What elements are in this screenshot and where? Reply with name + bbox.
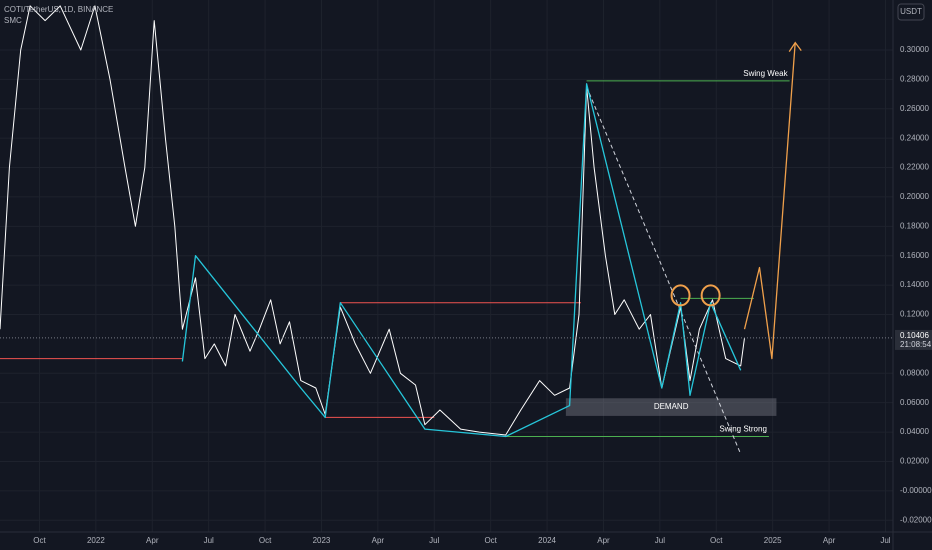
y-tick-label: 0.16000 [900,251,929,260]
y-tick-label: 0.18000 [900,221,929,230]
projection-line [743,42,796,360]
trend-line [586,86,742,455]
countdown: 21:08:54 [900,340,932,349]
chart-title: COTI/TetherUS, 1D, BINANCE [4,5,113,14]
y-tick-label: 0.14000 [900,280,929,289]
x-tick-label: Oct [259,536,272,545]
zone-label: DEMAND [654,402,689,411]
x-tick-label: 2023 [313,536,331,545]
y-tick-label: 0.20000 [900,192,929,201]
y-tick-label: 0.22000 [900,163,929,172]
indicator-name: SMC [4,16,22,25]
y-tick-label: 0.08000 [900,368,929,377]
x-tick-label: 2024 [538,536,556,545]
demand-zone [565,398,777,416]
y-tick-label: 0.30000 [900,45,929,54]
x-tick-label: Oct [710,536,723,545]
y-tick-label: 0.24000 [900,133,929,142]
x-tick-label: 2022 [87,536,105,545]
y-tick-label: 0.12000 [900,310,929,319]
level-label: Swing Strong [719,425,767,434]
x-tick-label: Oct [33,536,46,545]
y-tick-label: 0.26000 [900,104,929,113]
x-tick-label: Jul [880,536,890,545]
y-tick-label: 0.02000 [900,457,929,466]
last-price: 0.10406 [900,331,929,340]
x-tick-label: 2025 [764,536,782,545]
level-label: Swing Weak [743,69,788,78]
highlight-circle [700,284,721,307]
highlight-circle [670,284,691,307]
y-tick-label: 0.04000 [900,427,929,436]
currency[interactable]: USDT [900,7,922,16]
x-tick-label: Apr [146,536,159,545]
y-tick-label: -0.02000 [900,515,932,524]
y-tick-label: 0.28000 [900,74,929,83]
x-tick-label: Jul [429,536,439,545]
projection-arrow [788,41,802,52]
x-tick-label: Apr [597,536,610,545]
x-tick-label: Apr [823,536,836,545]
currency-button[interactable] [897,3,925,21]
y-tick-label: 0.06000 [900,398,929,407]
price-tag [895,329,932,350]
x-tick-label: Jul [204,536,214,545]
y-tick-label: -0.00000 [900,486,932,495]
x-tick-label: Apr [372,536,385,545]
x-tick-label: Oct [484,536,497,545]
structure-line [181,83,742,438]
x-tick-label: Jul [655,536,665,545]
